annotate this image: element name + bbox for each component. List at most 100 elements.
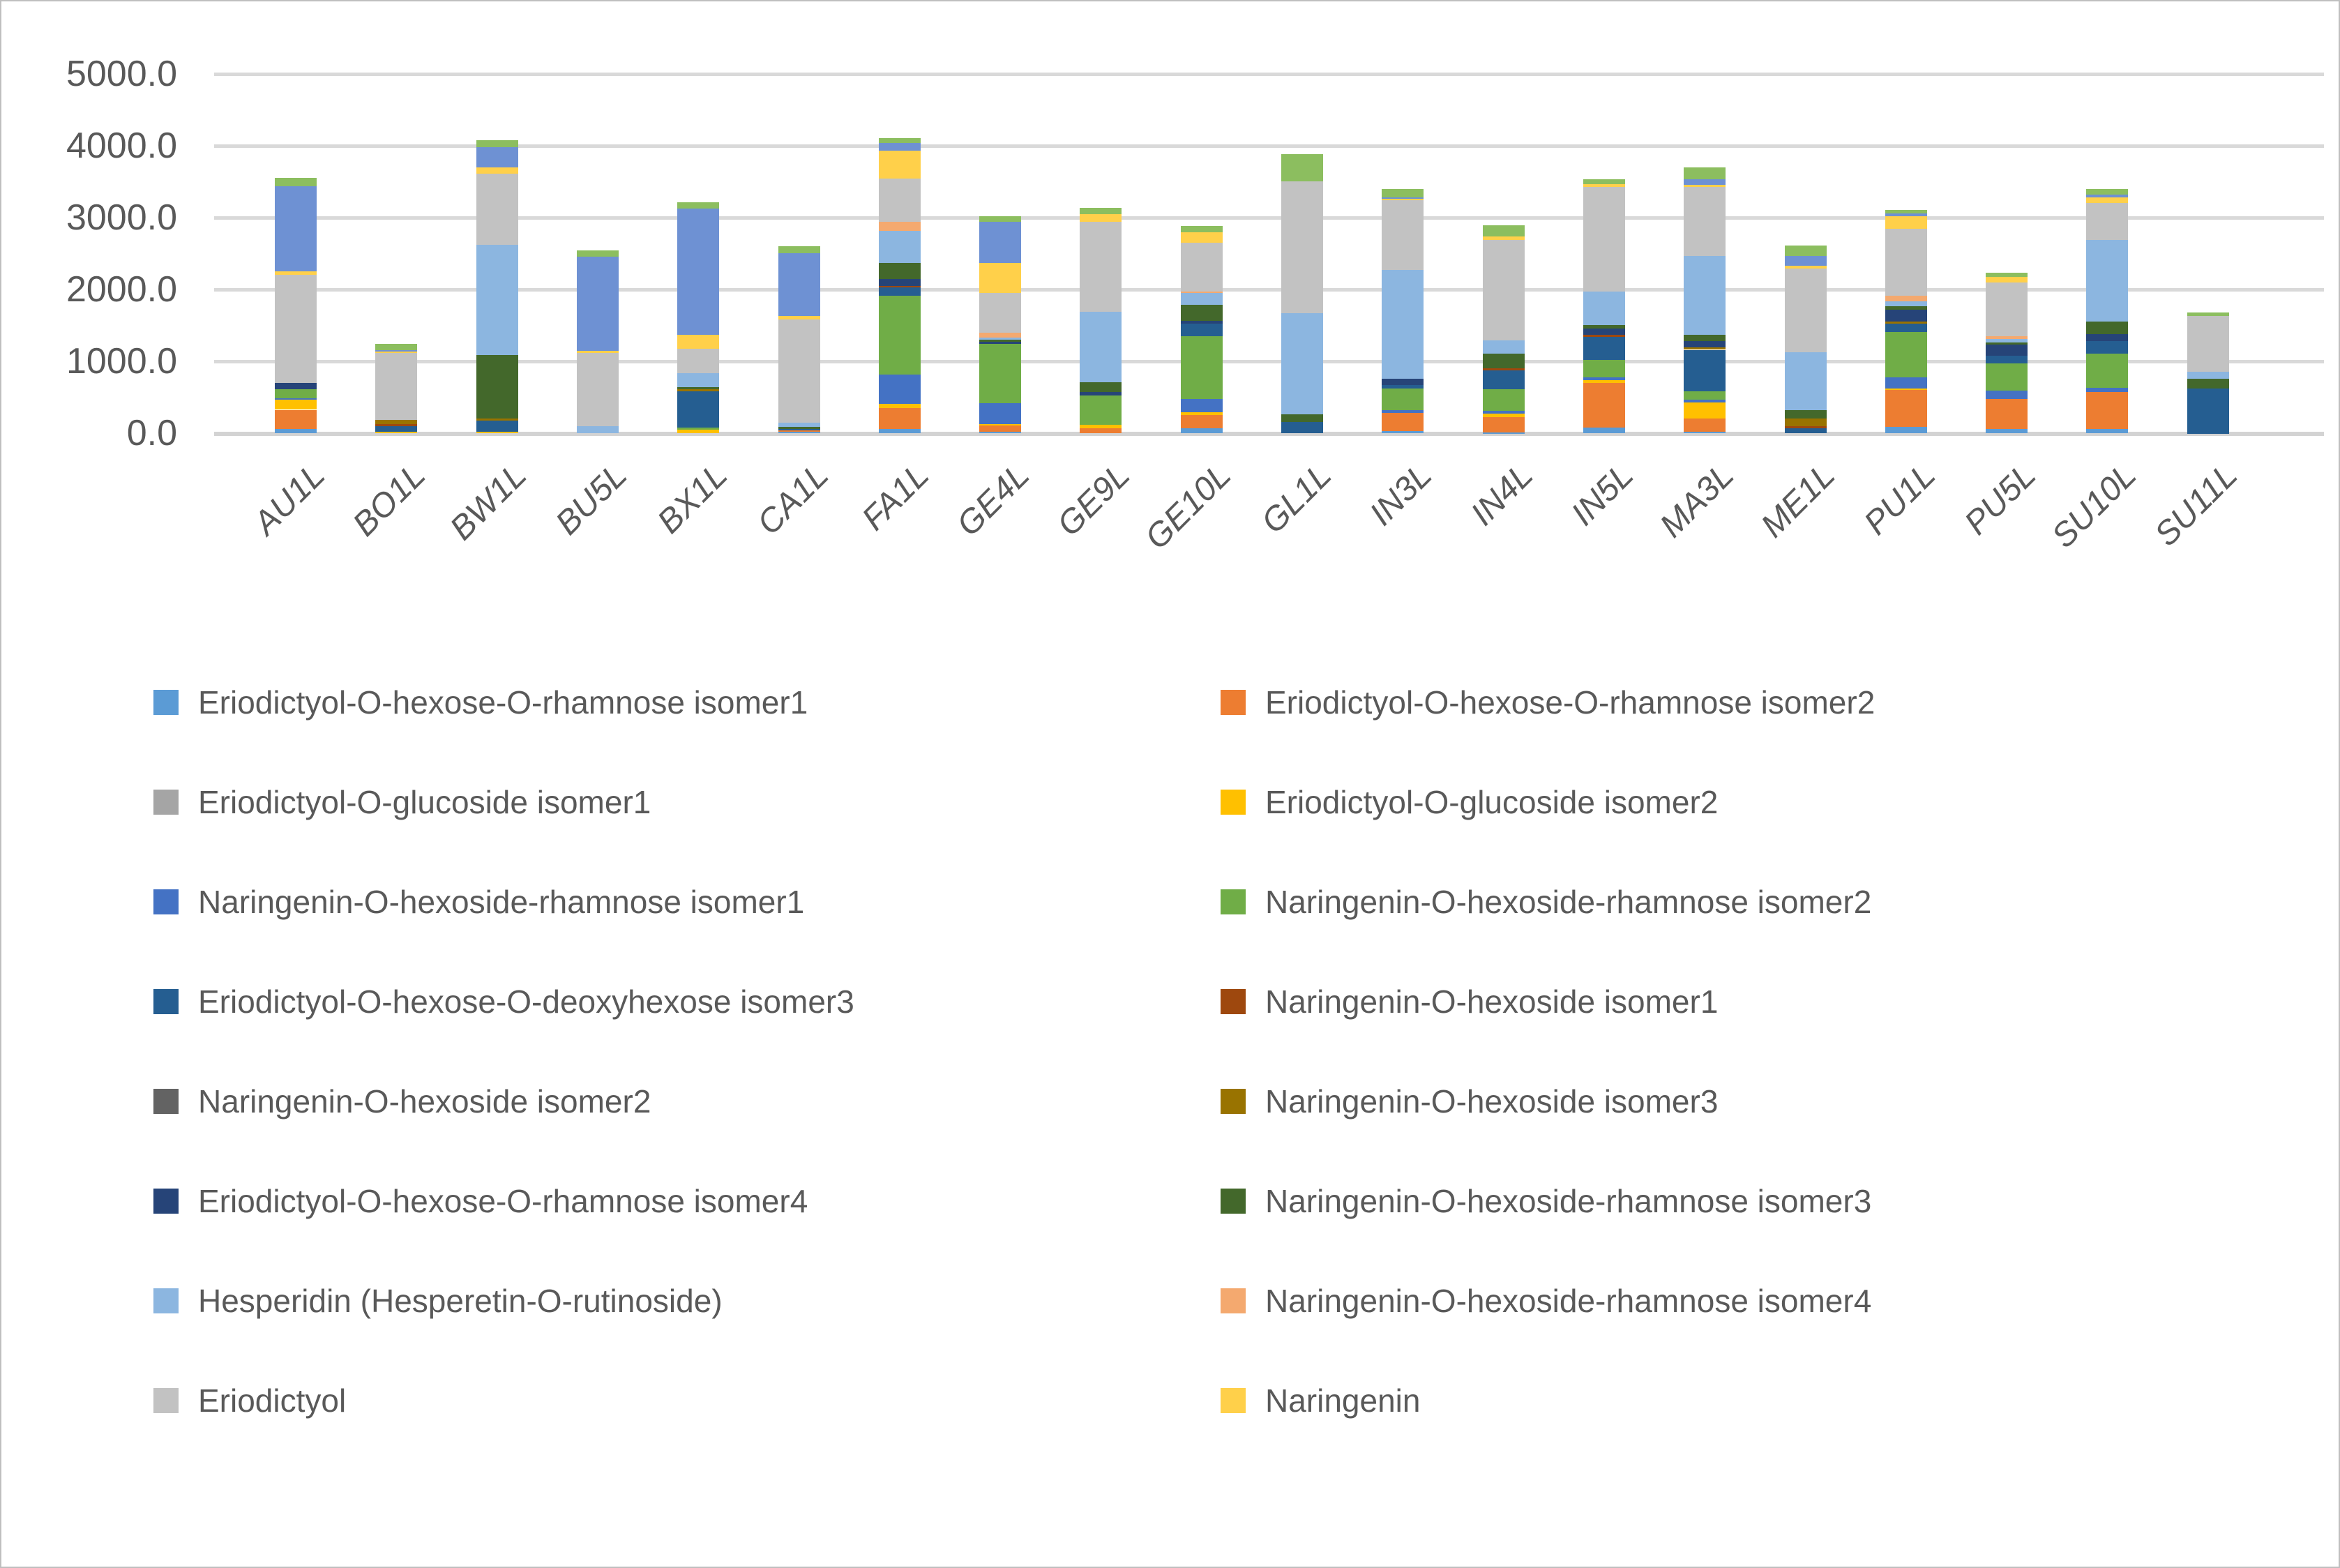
bar-segment <box>2187 378 2229 389</box>
legend-swatch <box>1221 1189 1246 1214</box>
bar-segment <box>979 332 1022 338</box>
bar-segment <box>1885 377 1927 389</box>
bar-segment <box>1583 359 1625 378</box>
bar-segment <box>878 375 921 404</box>
x-axis-label: GE10L <box>1138 456 1238 557</box>
x-axis-label: IN5L <box>1564 456 1641 533</box>
legend-swatch <box>153 1388 179 1413</box>
x-axis-label: FA1L <box>854 456 936 538</box>
bar-segment <box>1180 398 1223 413</box>
bar-segment <box>1080 425 1122 429</box>
bar-segment <box>375 432 418 434</box>
x-axis-label: BX1L <box>650 456 735 541</box>
bar-segment <box>1684 184 1726 188</box>
x-axis-label: GL1L <box>1254 456 1339 541</box>
legend-swatch <box>153 1189 179 1214</box>
bar-segment <box>1180 412 1223 416</box>
bar-segment <box>1382 389 1424 410</box>
bar-segment <box>878 408 921 429</box>
bar-segment <box>1684 400 1726 402</box>
bar-segment <box>476 147 518 167</box>
bar-segment <box>1180 305 1223 322</box>
bar-segment <box>1583 427 1625 434</box>
bar-segment <box>275 271 317 275</box>
bar-segment <box>1482 432 1525 435</box>
legend-label: Naringenin-O-hexoside isomer1 <box>1265 983 1719 1020</box>
x-axis-label: IN3L <box>1363 456 1440 533</box>
legend-label: Eriodictyol <box>198 1382 347 1419</box>
legend-label: Eriodictyol-O-glucoside isomer2 <box>1265 784 1719 820</box>
bar-segment <box>1684 402 1726 419</box>
bar-segment <box>1684 179 1726 185</box>
bar-segment <box>677 391 720 428</box>
bar-segment <box>1583 291 1625 325</box>
legend-swatch <box>153 790 179 815</box>
bar-segment <box>1986 399 2028 430</box>
bar-segment <box>1382 379 1424 385</box>
bar-segment <box>979 337 1022 340</box>
bar-segment <box>275 409 317 429</box>
legend-label: Naringenin-O-hexoside isomer2 <box>198 1083 651 1120</box>
bar-segment <box>1583 337 1625 360</box>
bar-segment <box>979 425 1022 432</box>
x-axis-label: BO1L <box>346 456 433 543</box>
bar-segment <box>878 222 921 231</box>
gridline <box>214 360 2324 363</box>
legend-swatch <box>153 989 179 1014</box>
bar-segment <box>1684 347 1726 350</box>
bar-segment <box>878 295 921 375</box>
bar-segment <box>1080 395 1122 425</box>
bar-segment <box>1784 246 1827 256</box>
bar-segment <box>1684 349 1726 391</box>
bar-segment <box>1180 428 1223 434</box>
bar-segment <box>1885 324 1927 332</box>
bar-segment <box>476 173 518 246</box>
bar-segment <box>1684 187 1726 257</box>
legend-label: Eriodictyol-O-glucoside isomer1 <box>198 784 651 820</box>
legend-swatch <box>1221 790 1246 815</box>
bar-segment <box>1482 225 1525 236</box>
bar-segment <box>1684 340 1726 347</box>
bar-segment <box>778 246 820 254</box>
y-axis-tick: 4000.0 <box>66 125 177 166</box>
bar-segment <box>979 292 1022 333</box>
bar-segment <box>1482 414 1525 418</box>
x-axis-label: BU5L <box>548 456 635 543</box>
bar-segment <box>1583 179 1625 184</box>
bar-segment <box>778 429 820 431</box>
bar-segment <box>677 386 720 390</box>
bar-segment <box>576 353 619 427</box>
legend-swatch <box>1221 889 1246 914</box>
bar-segment <box>2086 194 2129 197</box>
bar-segment <box>1382 198 1424 200</box>
bar-segment <box>778 253 820 316</box>
bar-segment <box>1180 293 1223 306</box>
bar-segment <box>275 177 317 186</box>
legend-label: Eriodictyol-O-hexose-O-rhamnose isomer1 <box>198 684 808 721</box>
bar-segment <box>1583 324 1625 329</box>
legend-label: Naringenin-O-hexoside-rhamnose isomer1 <box>198 884 805 920</box>
bar-segment <box>979 339 1022 342</box>
bar-segment <box>375 343 418 351</box>
legend-label: Naringenin-O-hexoside isomer3 <box>1265 1083 1719 1120</box>
bar-segment <box>677 372 720 387</box>
bar-segment <box>979 221 1022 263</box>
bar-segment <box>677 389 720 392</box>
bar-segment <box>1986 356 2028 364</box>
bar-segment <box>1986 277 2028 283</box>
bar-segment <box>1080 428 1122 434</box>
gridline <box>214 288 2324 292</box>
bar-segment <box>1583 379 1625 383</box>
x-axis-label: SU11L <box>2147 456 2244 554</box>
bar-segment <box>1784 418 1827 426</box>
bar-segment <box>275 389 317 399</box>
y-axis-tick: 3000.0 <box>66 197 177 238</box>
bar-segment <box>1885 210 1927 214</box>
bar-segment <box>1583 382 1625 428</box>
bar-segment <box>1080 311 1122 383</box>
bar-segment <box>1281 181 1323 313</box>
bar-segment <box>2086 388 2129 393</box>
bar-segment <box>1080 207 1122 215</box>
bar-segment <box>1986 344 2028 356</box>
bar-segment <box>878 143 921 151</box>
